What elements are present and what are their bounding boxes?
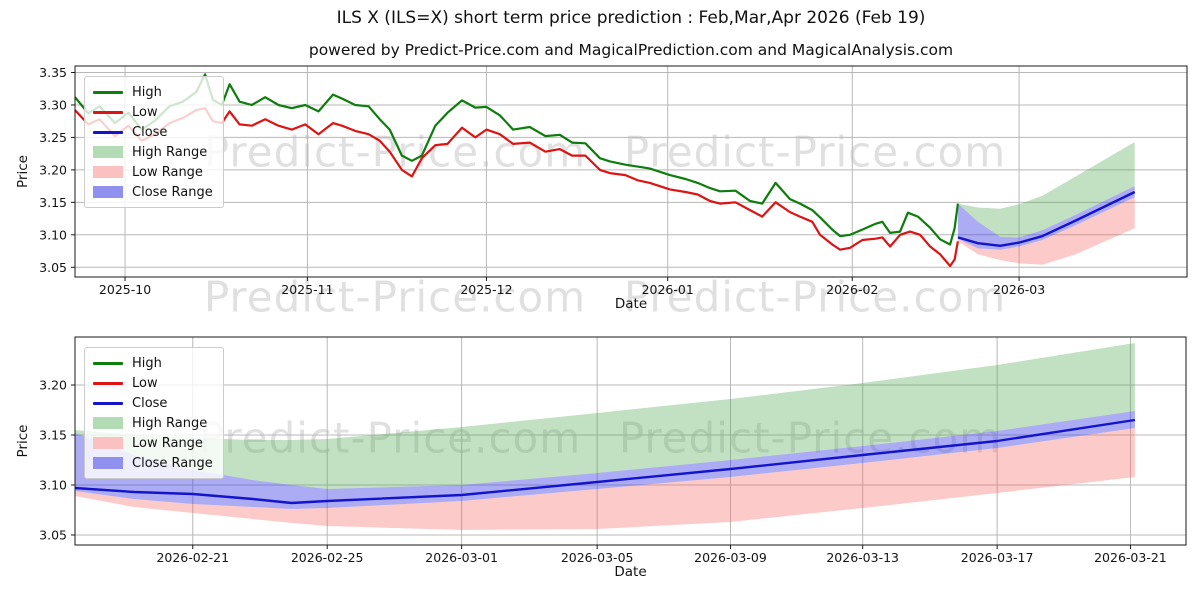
x-axis-label: Date: [614, 564, 646, 580]
x-tick-label: 2026-03-17: [961, 550, 1034, 565]
close-swatch: [93, 401, 123, 405]
close-range-band: [75, 411, 1135, 509]
y-tick-label: 3.30: [39, 97, 67, 112]
watermark-text: Predict-Price.com: [619, 414, 1001, 463]
plot-border: [74, 336, 1187, 546]
low-swatch: [93, 110, 123, 114]
x-tick-label: 2026-02-25: [291, 550, 364, 565]
legend-label: High Range: [132, 415, 208, 431]
y-axis-label: Price: [15, 155, 31, 188]
y-tick-label: 3.25: [39, 130, 67, 145]
low-range-band: [75, 428, 1135, 530]
legend-item-low-range: Low Range: [93, 162, 213, 182]
high-range-band: [75, 343, 1135, 489]
high-swatch: [93, 90, 123, 94]
low-swatch: [93, 381, 123, 385]
high-range-band: [957, 142, 1135, 238]
x-tick-label: 2026-03-05: [561, 550, 634, 565]
legend-label: High: [132, 84, 162, 100]
legend-item-close: Close: [93, 122, 213, 142]
close-line: [74, 418, 1136, 505]
close-swatch: [93, 130, 123, 134]
legend-item-high-range: High Range: [93, 142, 213, 162]
legend-label: Close: [132, 124, 168, 140]
watermark-text: Predict-Price.com: [203, 272, 587, 322]
x-axis-label: Date: [615, 296, 647, 312]
y-tick-label: 3.20: [39, 378, 67, 393]
high-swatch: [93, 361, 123, 365]
low-range-band: [957, 197, 1135, 265]
plot-border: [74, 65, 1188, 278]
high-range-swatch: [93, 417, 123, 429]
x-tick-label: 2025-10: [99, 282, 151, 297]
legend-label: Low: [132, 375, 158, 391]
low-line: [74, 107, 959, 268]
y-axis-label: Price: [15, 425, 31, 458]
legend-label: Close: [132, 395, 168, 411]
legend-label: Low: [132, 104, 158, 120]
x-tick-label: 2026-02: [826, 282, 878, 297]
x-tick-label: 2025-11: [281, 282, 333, 297]
y-tick-label: 3.05: [39, 528, 67, 543]
legend-label: Close Range: [132, 184, 213, 200]
x-tick-label: 2026-03-01: [425, 550, 498, 565]
watermark-text: Predict-Price.com: [199, 414, 581, 463]
legend-item-high: High: [93, 353, 213, 373]
y-tick-label: 3.05: [39, 260, 67, 275]
y-tick-label: 3.10: [39, 227, 67, 242]
close-range-swatch: [93, 457, 123, 469]
y-tick-label: 3.15: [39, 195, 67, 210]
x-tick-label: 2026-03-13: [826, 550, 899, 565]
legend-item-high: High: [93, 82, 213, 102]
y-tick-label: 3.35: [39, 65, 67, 80]
legend-bottom-chart: High Low Close High Range Low Range Close Ran…: [84, 347, 224, 479]
high-range-swatch: [93, 146, 123, 158]
chart-title: ILS X (ILS=X) short term price predictio…: [336, 8, 926, 28]
watermark-text: Predict-Price.com: [623, 272, 1007, 322]
chart-subtitle: powered by Predict-Price.com and Magical…: [308, 41, 954, 59]
legend-label: Low Range: [132, 164, 203, 180]
x-tick-label: 2026-03-21: [1094, 550, 1167, 565]
x-tick-label: 2026-01: [642, 282, 694, 297]
watermark-text: Predict-Price.com: [203, 127, 587, 177]
legend-label: Low Range: [132, 435, 203, 451]
legend-item-close: Close: [93, 393, 213, 413]
legend-item-low: Low: [93, 373, 213, 393]
close-line: [957, 190, 1136, 248]
close-range-swatch: [93, 186, 123, 198]
low-range-swatch: [93, 166, 123, 178]
low-range-swatch: [93, 437, 123, 449]
legend-top-chart: High Low Close High Range Low Range Close Ran…: [84, 76, 224, 208]
y-tick-label: 3.10: [39, 478, 67, 493]
high-line: [74, 73, 959, 246]
x-tick-label: 2026-03-09: [694, 550, 767, 565]
y-tick-label: 3.20: [39, 162, 67, 177]
legend-item-high-range: High Range: [93, 413, 213, 433]
watermark-text: Predict-Price.com: [623, 127, 1007, 177]
x-tick-label: 2025-12: [460, 282, 512, 297]
legend-label: High: [132, 355, 162, 371]
legend-item-low: Low: [93, 102, 213, 122]
legend-item-close-range: Close Range: [93, 453, 213, 473]
legend-label: Close Range: [132, 455, 213, 471]
legend-item-low-range: Low Range: [93, 433, 213, 453]
y-tick-label: 3.15: [39, 428, 67, 443]
legend-label: High Range: [132, 144, 208, 160]
legend-item-close-range: Close Range: [93, 182, 213, 202]
x-tick-label: 2026-02-21: [156, 550, 229, 565]
x-tick-label: 2026-03: [993, 282, 1045, 297]
